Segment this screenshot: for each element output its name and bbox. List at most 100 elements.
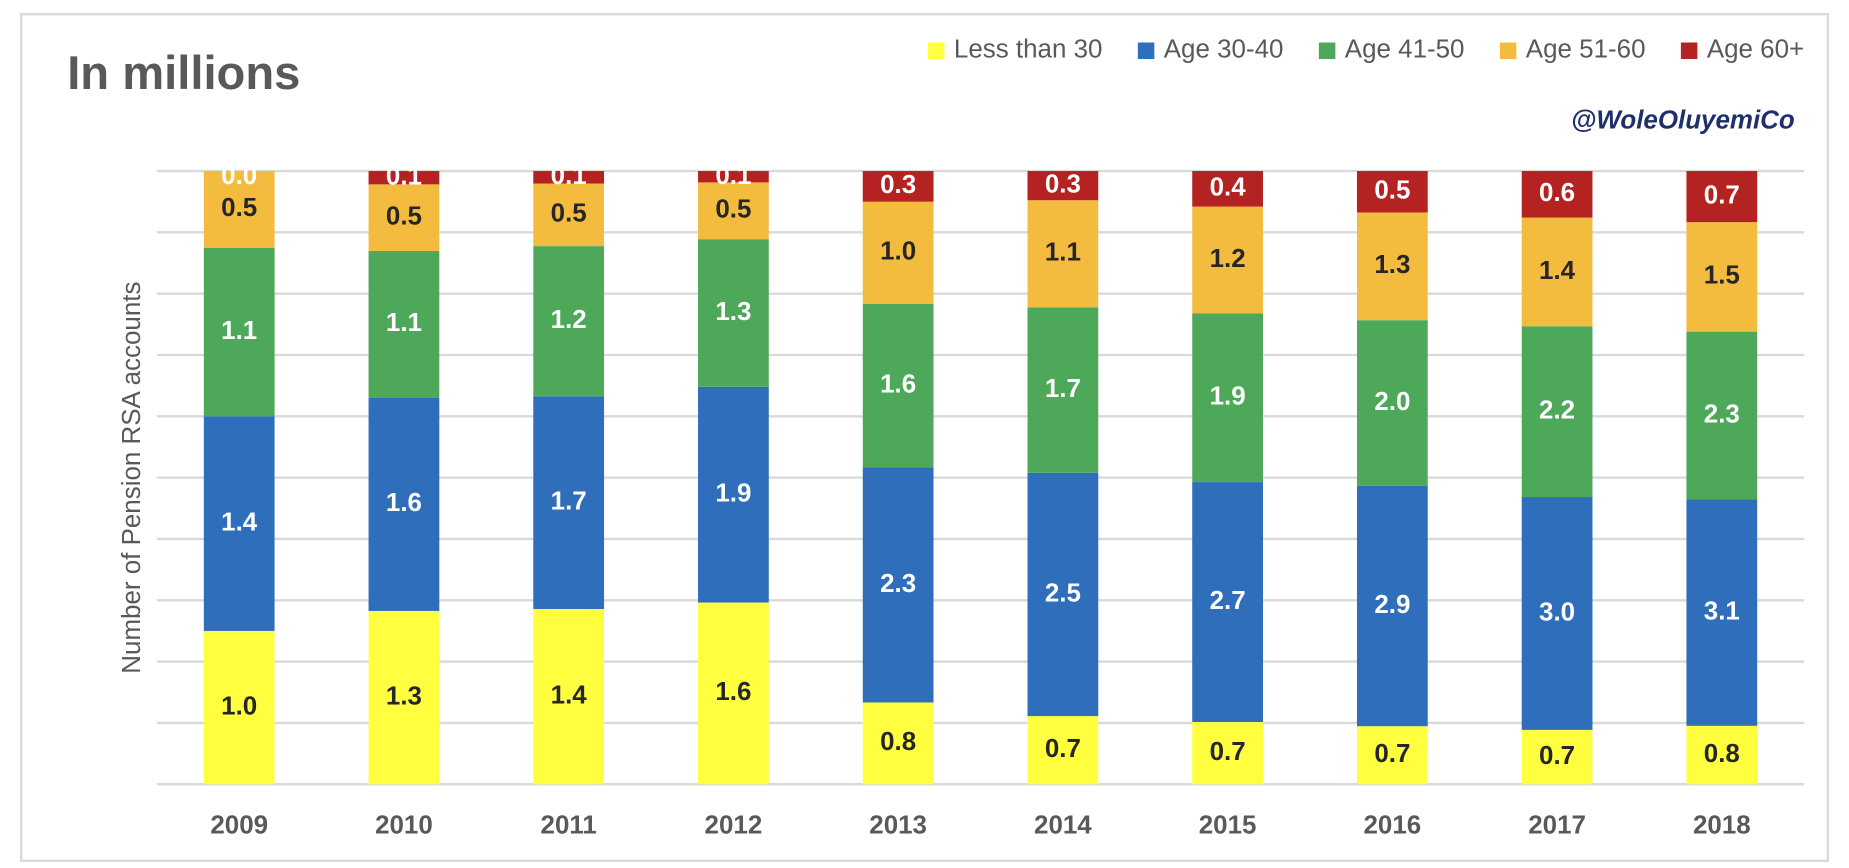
bar-segment	[533, 246, 605, 397]
x-tick-label: 2009	[210, 812, 268, 840]
bar-segment	[1521, 497, 1593, 730]
legend-swatch	[1499, 42, 1517, 60]
bar-segment	[368, 610, 440, 785]
bar-segment	[862, 702, 934, 785]
bar-segment	[862, 467, 934, 703]
data-label: 2.9	[1374, 591, 1410, 619]
data-label: 1.7	[551, 488, 587, 516]
bar-segment	[1027, 472, 1099, 717]
bar-segment	[1192, 206, 1263, 314]
legend-label: Age 51-60	[1526, 36, 1646, 64]
bar-segment	[203, 416, 275, 631]
bar-segment	[203, 171, 275, 248]
bar-segment	[533, 396, 605, 610]
data-label: 1.1	[386, 309, 422, 337]
data-label: 0.1	[386, 163, 422, 191]
x-tick-label: 2017	[1528, 812, 1586, 840]
legend-label: Age 41-50	[1345, 36, 1465, 64]
bar-segment	[1027, 307, 1099, 473]
bar-segment	[368, 171, 440, 185]
bar-segment	[1192, 482, 1263, 723]
data-label: 1.3	[715, 298, 751, 326]
data-label: 1.9	[1210, 383, 1246, 411]
data-label: 1.3	[386, 682, 422, 710]
legend-label: Age 60+	[1707, 36, 1804, 64]
bar-segment	[1686, 222, 1758, 332]
bar-segment	[698, 182, 769, 240]
data-label: 1.4	[1539, 257, 1576, 285]
data-label: 1.9	[715, 480, 751, 508]
data-label: 2.7	[1210, 587, 1246, 615]
data-label: 2.3	[880, 570, 916, 598]
bar-segment	[698, 386, 769, 603]
data-label: 2.3	[1704, 400, 1740, 428]
y-axis-label: Number of Pension RSA accounts	[118, 282, 146, 674]
legend-swatch	[1137, 42, 1155, 60]
x-tick-label: 2016	[1363, 812, 1421, 840]
bar-segment	[862, 171, 934, 202]
bar-segment	[1027, 200, 1099, 308]
bar-segment	[1521, 217, 1593, 327]
bar-segment	[1356, 212, 1428, 321]
bar-segment	[862, 201, 934, 304]
bar-segment	[1027, 171, 1099, 201]
bar-segment	[1686, 499, 1758, 726]
data-label: 0.7	[1210, 738, 1246, 766]
bar-segment	[533, 183, 605, 247]
bar-segment	[1027, 716, 1099, 785]
x-tick-label: 2011	[541, 812, 597, 840]
data-label: 0.1	[551, 162, 587, 190]
legend-label: Less than 30	[954, 36, 1103, 64]
labels: 2009 1.0 1.4 1.1 0.5 0.0 2010 1.3 1.6 1.1 0.5 0.1 20…	[210, 162, 1750, 840]
data-label: 1.5	[1704, 262, 1740, 290]
bar-segment	[1521, 326, 1593, 498]
legend-swatch	[1680, 42, 1698, 60]
bar-segment	[203, 630, 275, 785]
bar-segment	[368, 251, 440, 398]
bars	[203, 171, 1758, 785]
annotation: @WoleOluyemiCo	[1571, 106, 1795, 134]
data-label: 1.6	[715, 678, 751, 706]
data-label: 1.7	[1045, 375, 1081, 403]
bar-segment	[533, 171, 605, 184]
data-label: 1.1	[1045, 239, 1081, 267]
data-label: 1.4	[221, 508, 258, 536]
data-label: 0.8	[1704, 740, 1740, 768]
data-label: 1.4	[551, 681, 588, 709]
bar-segment	[1192, 171, 1263, 207]
bar-segment	[1192, 313, 1263, 483]
data-label: 1.1	[221, 317, 257, 345]
data-label: 1.6	[386, 489, 422, 517]
data-label: 1.6	[880, 371, 916, 399]
bar-segment	[698, 602, 769, 785]
data-label: 0.4	[1210, 174, 1247, 202]
data-label: 0.7	[1045, 735, 1081, 763]
data-label: 0.7	[1704, 181, 1740, 209]
data-label: 0.5	[221, 194, 257, 222]
x-tick-label: 2012	[705, 812, 763, 840]
bar-segment	[368, 397, 440, 611]
legend-swatch	[927, 42, 945, 60]
data-label: 1.0	[880, 238, 916, 266]
bar-segment	[1686, 171, 1758, 223]
bar-segment	[1356, 485, 1428, 727]
bar-segment	[1356, 171, 1428, 213]
data-label: 3.0	[1539, 598, 1575, 626]
bar-segment	[1356, 320, 1428, 486]
data-label: 1.0	[221, 692, 257, 720]
bar-segment	[368, 184, 440, 252]
x-tick-label: 2014	[1034, 812, 1092, 840]
bar-segment	[533, 609, 605, 785]
x-tick-label: 2018	[1693, 812, 1751, 840]
data-label: 0.3	[1045, 170, 1081, 198]
bar-segment	[1192, 722, 1263, 785]
data-label: 0.7	[1539, 742, 1575, 770]
data-label: 2.0	[1374, 388, 1410, 416]
bar-segment	[1686, 331, 1758, 500]
legend: Less than 30 Age 30-40 Age 41-50 Age 51-60 A…	[927, 36, 1804, 64]
legend-label: Age 30-40	[1164, 36, 1284, 64]
data-label: 0.3	[880, 171, 916, 199]
data-label: 0.0	[221, 162, 257, 190]
data-label: 1.2	[551, 306, 587, 334]
data-label: 1.3	[1374, 251, 1410, 279]
